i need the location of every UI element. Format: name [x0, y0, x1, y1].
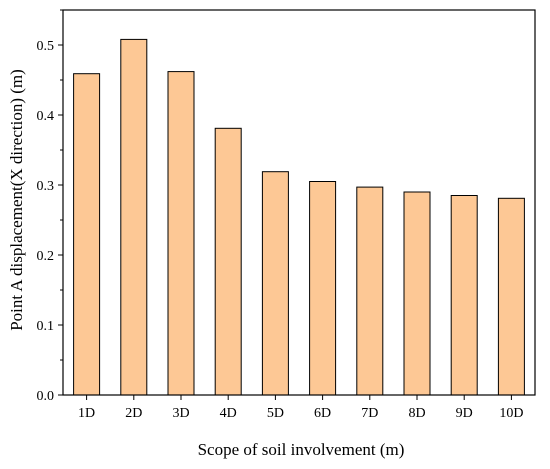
x-tick-label: 10D	[499, 406, 523, 421]
x-tick-label: 5D	[267, 406, 284, 421]
x-tick-label: 1D	[78, 406, 95, 421]
bar-7D	[356, 186, 384, 396]
x-tick-label: 6D	[314, 406, 331, 421]
y-tick-label: 0.4	[37, 109, 55, 124]
bar-2D	[120, 38, 148, 396]
x-tick-label: 7D	[361, 406, 378, 421]
x-tick-label: 4D	[220, 406, 237, 421]
bar-5D	[261, 171, 289, 396]
x-axis-title: Scope of soil involvement (m)	[198, 440, 405, 459]
axes-layer: 1D 2D 3D 4D 5D 6D 7D 8D 9D 10D 0.0 0.1 0.2 0.3 0.4 0.5	[37, 9, 536, 421]
bar-6D	[309, 181, 337, 396]
x-tick-label: 9D	[456, 406, 473, 421]
bar-8D	[403, 191, 431, 396]
y-tick-label: 0.3	[37, 179, 55, 194]
bar-10D	[497, 197, 525, 396]
bar-9D	[450, 195, 478, 396]
bars-layer	[73, 38, 525, 396]
x-tick-label: 3D	[172, 406, 189, 421]
y-tick-label: 0.0	[37, 389, 55, 404]
y-axis-title: Point A displacement(X direction) (m)	[7, 69, 26, 331]
y-tick-label: 0.1	[37, 319, 55, 334]
bar-1D	[73, 73, 101, 396]
bar-3D	[167, 71, 195, 396]
y-tick-label: 0.5	[37, 39, 55, 54]
x-tick-label: 2D	[125, 406, 142, 421]
bar-4D	[214, 127, 242, 396]
x-tick-label: 8D	[408, 406, 425, 421]
plot-frame	[62, 9, 536, 396]
y-tick-label: 0.2	[37, 249, 55, 264]
